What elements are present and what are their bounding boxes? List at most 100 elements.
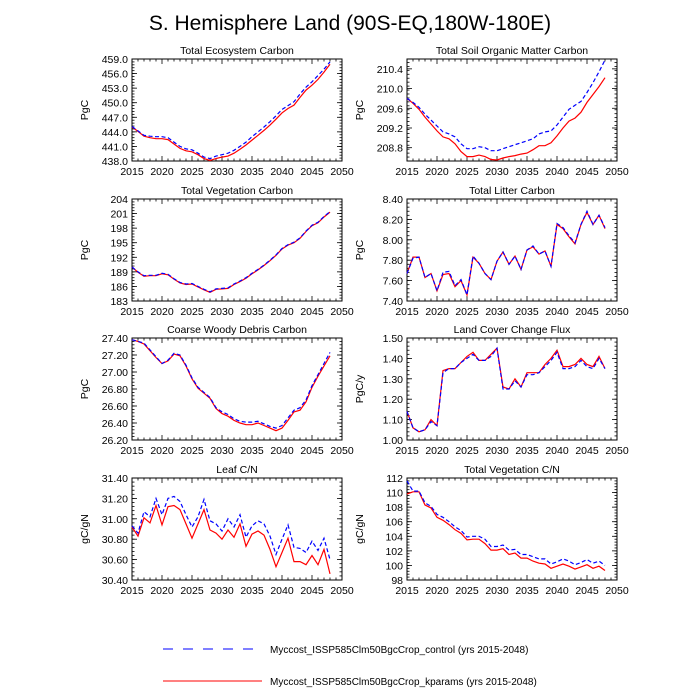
y-tick-label: 31.20 xyxy=(102,493,128,505)
x-tick-label: 2045 xyxy=(575,306,599,318)
x-tick-label: 2040 xyxy=(545,585,569,597)
series-line-kparams xyxy=(406,210,606,298)
x-tick-label: 2045 xyxy=(300,445,324,457)
x-tick-label: 2015 xyxy=(395,445,419,457)
x-tick-label: 2035 xyxy=(240,166,264,178)
x-tick-label: 2050 xyxy=(330,445,354,457)
series-line-kparams xyxy=(131,211,331,293)
x-tick-label: 2015 xyxy=(120,585,144,597)
y-tick-label: 108 xyxy=(385,502,403,514)
x-tick-label: 2050 xyxy=(605,166,629,178)
y-tick-label: 98 xyxy=(391,575,403,587)
y-tick-label: 26.20 xyxy=(102,435,128,447)
y-tick-label: 186 xyxy=(110,281,128,293)
series-line-control xyxy=(406,480,606,566)
series-line-kparams xyxy=(406,346,606,433)
x-tick-label: 2030 xyxy=(210,166,234,178)
x-tick-label: 2015 xyxy=(395,166,419,178)
series-line-control xyxy=(406,59,606,152)
y-axis-label: PgC xyxy=(79,99,91,120)
y-tick-label: 26.60 xyxy=(102,401,128,413)
y-axis-label: PgC xyxy=(79,378,91,399)
series-line-control xyxy=(131,61,331,160)
panel-leaf-c-n: Leaf C/N gC/gN 2015 2020 2025 2030 2035 2040 204… xyxy=(79,464,354,597)
x-tick-label: 2045 xyxy=(575,166,599,178)
x-tick-label: 2030 xyxy=(485,166,509,178)
series-line-kparams xyxy=(406,77,606,161)
figure-title: S. Hemisphere Land (90S-EQ,180W-180E) xyxy=(148,12,552,35)
y-tick-label: 31.00 xyxy=(102,514,128,526)
y-tick-label: 104 xyxy=(385,531,403,543)
y-tick-label: 198 xyxy=(110,223,128,235)
x-tick-label: 2025 xyxy=(455,306,479,318)
x-tick-label: 2025 xyxy=(180,585,204,597)
x-tick-label: 2040 xyxy=(545,166,569,178)
x-tick-label: 2050 xyxy=(330,306,354,318)
x-tick-label: 2020 xyxy=(425,445,449,457)
x-tick-label: 2040 xyxy=(545,445,569,457)
x-tick-label: 2030 xyxy=(485,445,509,457)
panel-total-soil-organic-matter-carbon: Total Soil Organic Matter Carbon PgC 2015 2… xyxy=(354,45,629,178)
x-tick-label: 2015 xyxy=(120,445,144,457)
y-tick-label: 209.6 xyxy=(377,103,403,115)
legend-label-kparams: Myccost_ISSP585Clm50BgcCrop_kparams (yrs… xyxy=(270,677,537,688)
series-line-control xyxy=(131,339,331,429)
x-tick-label: 2045 xyxy=(300,585,324,597)
y-tick-label: 30.80 xyxy=(102,534,128,546)
series-line-control xyxy=(406,209,606,298)
x-tick-label: 2015 xyxy=(395,585,419,597)
y-tick-label: 201 xyxy=(110,209,128,221)
x-tick-label: 2045 xyxy=(575,585,599,597)
x-tick-label: 2050 xyxy=(605,306,629,318)
y-tick-label: 7.80 xyxy=(383,255,404,267)
panel-total-vegetation-c-n: Total Vegetation C/N gC/gN 2015 2020 2025 203… xyxy=(354,464,629,597)
y-tick-label: 100 xyxy=(385,560,403,572)
x-tick-label: 2050 xyxy=(605,445,629,457)
panel-title: Coarse Woody Debris Carbon xyxy=(167,324,307,336)
y-tick-label: 444.0 xyxy=(102,127,128,139)
panel-title: Land Cover Change Flux xyxy=(454,324,571,336)
panel-land-cover-change-flux: Land Cover Change Flux PgC/y 2015 2020 2025 2… xyxy=(354,324,629,457)
y-tick-label: 450.0 xyxy=(102,98,128,110)
panel-title: Leaf C/N xyxy=(216,464,257,476)
y-tick-label: 192 xyxy=(110,252,128,264)
panel-total-litter-carbon: Total Litter Carbon PgC 2015 2020 2025 2030 20… xyxy=(354,185,629,318)
plot-frame xyxy=(131,337,343,441)
y-tick-label: 31.40 xyxy=(102,473,128,485)
series-line-control xyxy=(131,495,331,560)
panel-title: Total Ecosystem Carbon xyxy=(180,45,294,57)
y-tick-label: 26.40 xyxy=(102,418,128,430)
plot-frame xyxy=(406,477,618,581)
y-tick-label: 27.00 xyxy=(102,367,128,379)
plot-frame xyxy=(131,198,343,302)
series-line-kparams xyxy=(131,503,331,575)
panel-total-vegetation-carbon: Total Vegetation Carbon PgC 2015 2020 2025 20… xyxy=(79,185,354,318)
y-tick-label: 26.80 xyxy=(102,384,128,396)
y-tick-label: 189 xyxy=(110,267,128,279)
y-tick-label: 30.60 xyxy=(102,555,128,567)
panel-title: Total Soil Organic Matter Carbon xyxy=(436,45,588,57)
x-tick-label: 2035 xyxy=(240,445,264,457)
x-tick-label: 2035 xyxy=(240,306,264,318)
x-tick-label: 2015 xyxy=(120,306,144,318)
y-tick-label: 8.00 xyxy=(383,235,404,247)
plot-frame xyxy=(131,477,343,581)
x-tick-label: 2050 xyxy=(330,166,354,178)
x-tick-label: 2040 xyxy=(270,166,294,178)
y-tick-label: 183 xyxy=(110,296,128,308)
y-tick-label: 441.0 xyxy=(102,141,128,153)
x-tick-label: 2025 xyxy=(455,445,479,457)
panel-title: Total Vegetation Carbon xyxy=(181,185,293,197)
legend: Myccost_ISSP585Clm50BgcCrop_control (yrs… xyxy=(163,645,537,688)
x-tick-label: 2020 xyxy=(150,445,174,457)
x-tick-label: 2035 xyxy=(515,306,539,318)
y-tick-label: 110 xyxy=(386,488,403,500)
y-axis-label: PgC xyxy=(79,239,91,260)
x-tick-label: 2035 xyxy=(240,585,264,597)
y-tick-label: 7.60 xyxy=(383,276,404,288)
y-tick-label: 210.0 xyxy=(377,84,403,96)
y-tick-label: 459.0 xyxy=(102,54,128,66)
x-tick-label: 2050 xyxy=(330,585,354,597)
y-axis-label: gC/gN xyxy=(79,514,91,544)
legend-label-control: Myccost_ISSP585Clm50BgcCrop_control (yrs… xyxy=(270,645,528,656)
